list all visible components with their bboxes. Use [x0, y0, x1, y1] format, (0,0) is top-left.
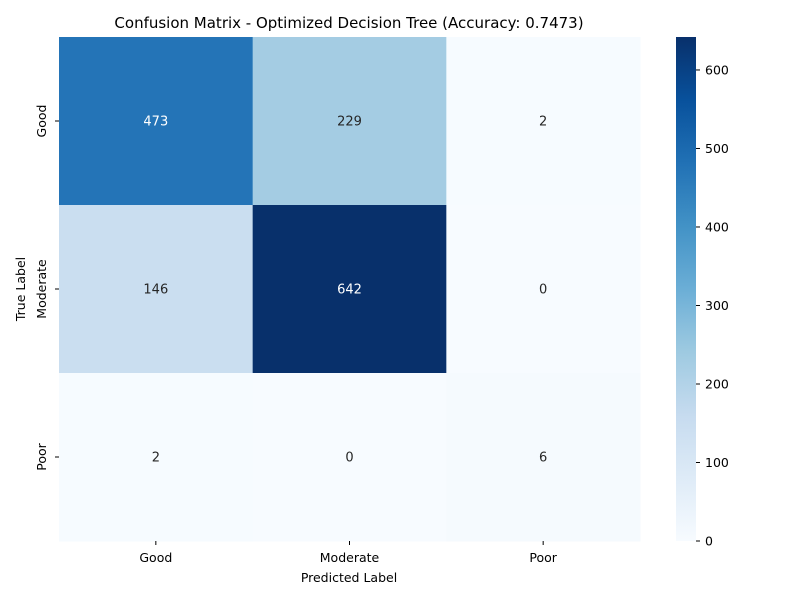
colorbar-tick-label: 0 [705, 534, 713, 549]
cell-annotation: 0 [345, 451, 353, 466]
cell-annotations: 473 229 2 146 642 0 2 0 6 [143, 115, 547, 466]
colorbar [676, 37, 696, 541]
y-tick-label: Poor [34, 442, 49, 470]
heatmap-cell [252, 205, 447, 374]
chart-title: Confusion Matrix - Optimized Decision Tr… [114, 14, 583, 32]
x-tick-label: Good [139, 550, 172, 565]
colorbar-ticks: 0 100 200 300 400 500 600 [696, 62, 729, 549]
cell-annotation: 146 [143, 283, 168, 298]
cell-annotation: 473 [143, 115, 168, 130]
colorbar-tick-label: 600 [705, 62, 729, 77]
cell-annotation: 6 [539, 451, 547, 466]
x-axis-ticks: Good Moderate Poor [139, 541, 558, 565]
heatmap-cell [252, 373, 447, 542]
y-tick-label: Good [34, 105, 49, 138]
heatmap-cell [446, 205, 641, 374]
cell-annotation: 642 [337, 283, 362, 298]
colorbar-tick-label: 200 [705, 376, 729, 391]
y-axis-label: True Label [13, 257, 28, 322]
heatmap-cell [59, 37, 254, 206]
x-tick-label: Poor [529, 550, 557, 565]
heatmap-cell [252, 37, 447, 206]
x-tick-label: Moderate [320, 550, 380, 565]
cell-annotation: 2 [152, 451, 160, 466]
y-tick-label: Moderate [34, 259, 49, 319]
cell-annotation: 229 [337, 115, 362, 130]
colorbar-tick-label: 300 [705, 298, 729, 313]
cell-annotation: 2 [539, 115, 547, 130]
y-axis-ticks: Good Moderate Poor [34, 105, 59, 471]
heatmap-cell [59, 205, 254, 374]
heatmap-cell [59, 373, 254, 542]
x-axis-label: Predicted Label [301, 570, 397, 585]
cell-annotation: 0 [539, 283, 547, 298]
heatmap-cells [59, 37, 641, 542]
heatmap-cell [446, 37, 641, 206]
colorbar-tick-label: 500 [705, 141, 729, 156]
heatmap-cell [446, 373, 641, 542]
colorbar-tick-label: 400 [705, 219, 729, 234]
colorbar-tick-label: 100 [705, 455, 729, 470]
